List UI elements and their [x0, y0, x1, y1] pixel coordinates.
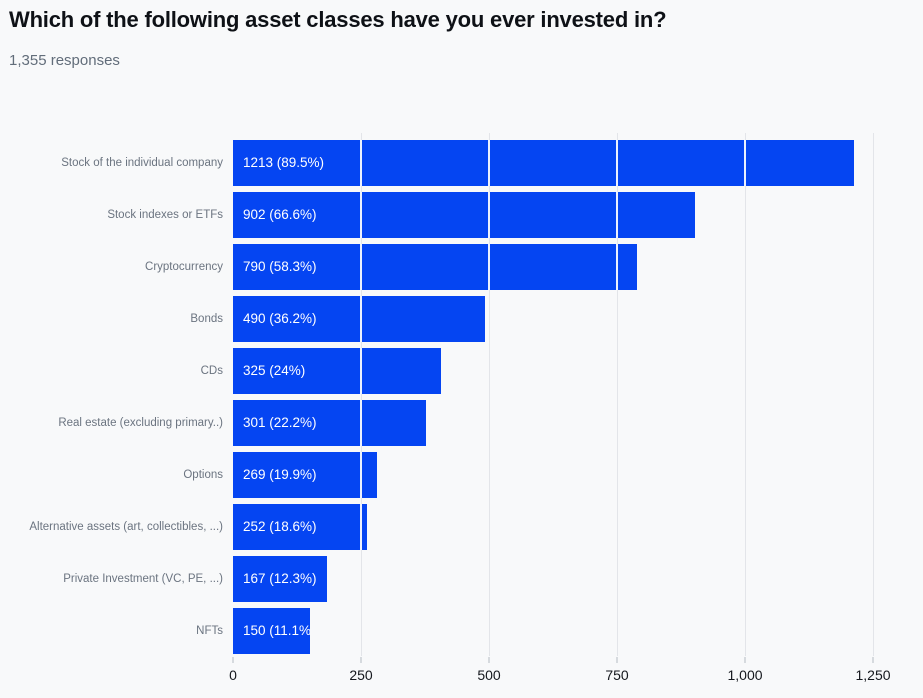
- x-tick-label: 1,000: [727, 667, 763, 683]
- bar-gridline: [616, 140, 618, 186]
- category-label: Bonds: [190, 313, 223, 325]
- bar-row: NFTs 150 (11.1%): [0, 608, 923, 654]
- bar-gridline: [360, 452, 362, 498]
- bar: 150 (11.1%): [233, 608, 310, 654]
- bar: 490 (36.2%): [233, 296, 485, 342]
- x-tick: [360, 657, 362, 663]
- response-count: 1,355 responses: [9, 52, 120, 69]
- x-tick: [488, 657, 490, 663]
- bar-row: CDs 325 (24%): [0, 348, 923, 394]
- bar-value-label: 269 (19.9%): [243, 467, 317, 482]
- x-tick: [872, 657, 874, 663]
- gridline: [360, 133, 362, 656]
- category-label: Stock of the individual company: [61, 157, 223, 169]
- bar-row: Stock of the individual company 1213 (89.…: [0, 140, 923, 186]
- gridline: [744, 133, 746, 656]
- bar: 1213 (89.5%): [233, 140, 855, 186]
- bar-value-label: 150 (11.1%): [243, 623, 310, 638]
- bar: 301 (22.2%): [233, 400, 427, 446]
- bar-row: Cryptocurrency 790 (58.3%): [0, 244, 923, 290]
- bar-row: Stock indexes or ETFs 902 (66.6%): [0, 192, 923, 238]
- gridline: [488, 133, 490, 656]
- x-tick-label: 0: [229, 667, 237, 683]
- bar-value-label: 301 (22.2%): [243, 415, 317, 430]
- bar-gridline: [360, 400, 362, 446]
- page-title: Which of the following asset classes hav…: [9, 7, 667, 32]
- bar-gridline: [360, 192, 362, 238]
- x-tick-label: 750: [605, 667, 629, 683]
- bar-gridline: [616, 244, 618, 290]
- gridline: [616, 133, 618, 656]
- bar: 325 (24%): [233, 348, 441, 394]
- bar-row: Private Investment (VC, PE, ...) 167 (12.…: [0, 556, 923, 602]
- category-label: NFTs: [196, 625, 223, 637]
- category-label: Options: [183, 469, 223, 481]
- bar-row: Alternative assets (art, collectibles, .…: [0, 504, 923, 550]
- bar-gridline: [744, 140, 746, 186]
- x-tick: [232, 657, 234, 663]
- bar-value-label: 790 (58.3%): [243, 259, 317, 274]
- bar-row: Bonds 490 (36.2%): [0, 296, 923, 342]
- bar-value-label: 902 (66.6%): [243, 207, 317, 222]
- category-label: Private Investment (VC, PE, ...): [63, 573, 223, 585]
- x-tick-label: 1,250: [855, 667, 891, 683]
- x-tick-label: 250: [349, 667, 373, 683]
- bar-row: Options 269 (19.9%): [0, 452, 923, 498]
- bar-gridline: [360, 244, 362, 290]
- bar-value-label: 1213 (89.5%): [243, 155, 325, 170]
- x-tick-label: 500: [477, 667, 501, 683]
- bar: 167 (12.3%): [233, 556, 328, 602]
- bar-value-label: 252 (18.6%): [243, 519, 317, 534]
- bar-gridline: [488, 140, 490, 186]
- category-label: Stock indexes or ETFs: [107, 209, 223, 221]
- category-label: Cryptocurrency: [145, 261, 223, 273]
- bar-value-label: 325 (24%): [243, 363, 306, 378]
- bar: 252 (18.6%): [233, 504, 367, 550]
- bar-gridline: [616, 192, 618, 238]
- bar-gridline: [360, 348, 362, 394]
- bar-gridline: [360, 504, 362, 550]
- bar-value-label: 167 (12.3%): [243, 571, 317, 586]
- category-label: Real estate (excluding primary..): [58, 417, 223, 429]
- bar-value-label: 490 (36.2%): [243, 311, 317, 326]
- bar-gridline: [360, 140, 362, 186]
- bar: 790 (58.3%): [233, 244, 638, 290]
- category-label: CDs: [200, 365, 223, 377]
- bar-gridline: [488, 244, 490, 290]
- x-tick: [616, 657, 618, 663]
- bar: 902 (66.6%): [233, 192, 695, 238]
- x-tick: [744, 657, 746, 663]
- bar-gridline: [488, 192, 490, 238]
- bar-gridline: [360, 296, 362, 342]
- category-label: Alternative assets (art, collectibles, .…: [29, 521, 223, 533]
- bar: 269 (19.9%): [233, 452, 377, 498]
- plot-area: [233, 133, 874, 656]
- bar-row: Real estate (excluding primary..) 301 (22…: [0, 400, 923, 446]
- gridline: [872, 133, 874, 656]
